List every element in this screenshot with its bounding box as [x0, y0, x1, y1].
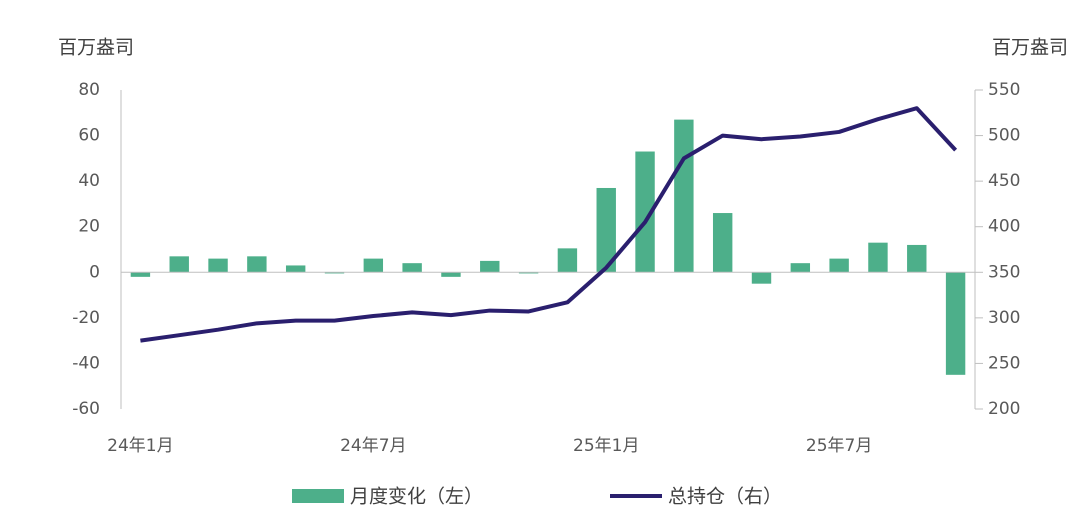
- x-tick-label: 24年7月: [340, 436, 406, 456]
- legend-swatch: [292, 489, 344, 503]
- bar: [945, 272, 966, 375]
- bar: [674, 119, 694, 273]
- bar: [402, 263, 422, 273]
- y2-axis-unit: 百万盎司: [992, 37, 1068, 59]
- legend-label: 总持仓（右）: [668, 486, 782, 508]
- bar: [363, 258, 384, 273]
- x-tick-label: 25年7月: [806, 436, 872, 456]
- y2-tick-label: 500: [988, 126, 1020, 146]
- y-tick-label: 60: [78, 126, 100, 146]
- bar: [480, 260, 500, 273]
- bar: [247, 256, 267, 273]
- bar: [441, 272, 461, 277]
- bar: [557, 248, 578, 273]
- bar: [635, 151, 655, 273]
- bar: [596, 187, 616, 273]
- y-tick-label: -20: [72, 308, 100, 328]
- x-tick-label: 24年1月: [107, 436, 173, 456]
- bar: [169, 256, 189, 273]
- bar: [130, 272, 151, 277]
- bar: [790, 263, 811, 273]
- y2-tick-label: 200: [988, 399, 1020, 419]
- y2-tick-label: 550: [988, 80, 1020, 100]
- bar: [712, 213, 733, 273]
- y2-tick-label: 300: [988, 308, 1020, 328]
- y2-tick-label: 400: [988, 217, 1020, 237]
- y-tick-label: -60: [72, 399, 100, 419]
- y2-tick-label: 350: [988, 262, 1020, 282]
- bar: [324, 272, 345, 274]
- bar: [868, 242, 888, 273]
- bar: [285, 265, 306, 273]
- bar: [518, 272, 539, 274]
- y2-tick-label: 250: [988, 353, 1020, 373]
- legend-label: 月度变化（左）: [350, 486, 483, 508]
- y-tick-label: 20: [78, 217, 100, 237]
- bar: [829, 258, 849, 273]
- x-tick-label: 25年1月: [573, 436, 639, 456]
- y-tick-label: 0: [89, 262, 100, 282]
- y-axis-unit: 百万盎司: [58, 37, 134, 59]
- bar: [907, 244, 927, 273]
- bar: [751, 272, 772, 284]
- y-tick-label: -40: [72, 353, 100, 373]
- line: [140, 106, 958, 343]
- y-tick-label: 40: [78, 171, 100, 191]
- y-tick-label: 80: [78, 80, 100, 100]
- y2-tick-label: 450: [988, 171, 1020, 191]
- bar: [208, 258, 228, 273]
